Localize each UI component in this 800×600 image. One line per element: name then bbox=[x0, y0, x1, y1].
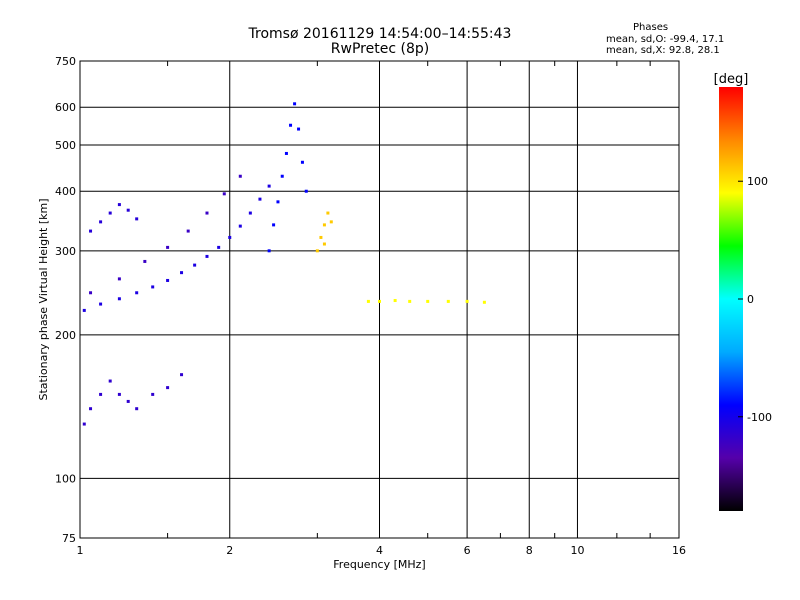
data-point bbox=[108, 379, 112, 383]
y-tick-label: 600 bbox=[55, 101, 76, 114]
data-point bbox=[135, 217, 139, 221]
colorbar: [deg] 100 0 -100 bbox=[714, 72, 772, 511]
colorbar-label: [deg] bbox=[714, 72, 749, 87]
data-point bbox=[326, 211, 330, 215]
stats-line-x: mean, sd,X: 92.8, 28.1 bbox=[606, 45, 720, 56]
data-point bbox=[289, 123, 293, 127]
data-point bbox=[180, 271, 184, 275]
data-point bbox=[482, 300, 486, 304]
chart-subtitle: RwPretec (8p) bbox=[330, 41, 430, 57]
y-tick-label: 100 bbox=[55, 472, 76, 485]
data-point bbox=[293, 102, 297, 106]
data-point bbox=[322, 242, 326, 246]
data-point bbox=[205, 211, 209, 215]
data-point bbox=[99, 220, 103, 224]
plot-frame bbox=[79, 60, 680, 539]
data-point bbox=[82, 308, 86, 312]
data-point bbox=[126, 399, 130, 403]
data-point bbox=[89, 229, 93, 233]
grid bbox=[80, 61, 679, 538]
y-tick-label: 300 bbox=[55, 245, 76, 258]
data-point bbox=[276, 200, 280, 204]
data-point bbox=[205, 254, 209, 258]
data-point bbox=[228, 235, 232, 239]
data-point bbox=[89, 407, 93, 411]
data-point bbox=[248, 211, 252, 215]
y-tick-label: 400 bbox=[55, 185, 76, 198]
x-tick-label: 4 bbox=[376, 544, 383, 557]
y-tick-label: 500 bbox=[55, 139, 76, 152]
data-point bbox=[108, 211, 112, 215]
chart-title: Tromsø 20161129 14:54:00–14:55:43 bbox=[248, 26, 512, 42]
data-point bbox=[267, 249, 271, 253]
data-point bbox=[117, 297, 121, 301]
x-tick-label: 8 bbox=[526, 544, 533, 557]
colorbar-tick-label: -100 bbox=[747, 411, 772, 424]
data-point bbox=[166, 386, 170, 390]
data-point bbox=[193, 263, 197, 267]
data-point bbox=[315, 249, 319, 253]
data-point bbox=[319, 235, 323, 239]
stats-line-o: mean, sd,O: -99.4, 17.1 bbox=[606, 34, 725, 45]
data-point bbox=[446, 299, 450, 303]
data-point bbox=[186, 229, 190, 233]
y-tick-label: 200 bbox=[55, 329, 76, 342]
x-tick-label: 6 bbox=[464, 544, 471, 557]
y-tick-label: 75 bbox=[62, 532, 76, 545]
colorbar-tick-label: 100 bbox=[747, 175, 768, 188]
x-axis-label: Frequency [MHz] bbox=[333, 558, 425, 571]
data-point bbox=[117, 203, 121, 207]
data-point bbox=[426, 299, 430, 303]
data-point bbox=[217, 245, 221, 249]
data-point bbox=[143, 259, 147, 263]
y-axis-label: Stationary phase Virtual Height [km] bbox=[37, 198, 50, 400]
data-point bbox=[222, 192, 226, 196]
data-point bbox=[378, 299, 381, 303]
colorbar-tick-label: 0 bbox=[747, 293, 754, 306]
data-point bbox=[238, 224, 242, 228]
data-point bbox=[322, 223, 326, 227]
data-point bbox=[272, 223, 276, 227]
data-point bbox=[99, 392, 103, 396]
data-point bbox=[300, 160, 304, 164]
x-tick-label: 1 bbox=[77, 544, 84, 557]
data-point bbox=[99, 302, 103, 306]
data-point bbox=[304, 189, 308, 193]
data-point bbox=[258, 197, 262, 201]
data-point bbox=[366, 299, 370, 303]
data-point bbox=[238, 174, 242, 178]
data-point bbox=[151, 285, 155, 289]
data-point bbox=[117, 277, 121, 281]
stats-heading: Phases bbox=[633, 22, 669, 33]
data-point bbox=[280, 174, 284, 178]
data-point bbox=[151, 392, 155, 396]
y-tick-label: 750 bbox=[55, 55, 76, 68]
data-point bbox=[297, 127, 301, 131]
x-tick-label: 16 bbox=[672, 544, 686, 557]
data-point bbox=[89, 291, 93, 295]
data-point bbox=[393, 299, 397, 303]
data-point bbox=[135, 407, 139, 411]
data-point bbox=[126, 208, 130, 212]
data-point bbox=[166, 278, 170, 282]
data-points bbox=[82, 102, 486, 426]
data-point bbox=[465, 299, 469, 303]
data-point bbox=[329, 220, 333, 224]
data-point bbox=[180, 373, 184, 377]
x-tick-label: 10 bbox=[570, 544, 584, 557]
axis-ticks: 1 2 4 6 8 10 16 75 100 200 300 400 500 600 750 bbox=[55, 55, 686, 557]
data-point bbox=[135, 291, 139, 295]
data-point bbox=[267, 184, 271, 188]
data-point bbox=[166, 245, 170, 249]
x-tick-label: 2 bbox=[226, 544, 233, 557]
data-point bbox=[117, 392, 121, 396]
data-point bbox=[284, 151, 288, 155]
data-point bbox=[408, 299, 412, 303]
data-point bbox=[82, 422, 86, 426]
